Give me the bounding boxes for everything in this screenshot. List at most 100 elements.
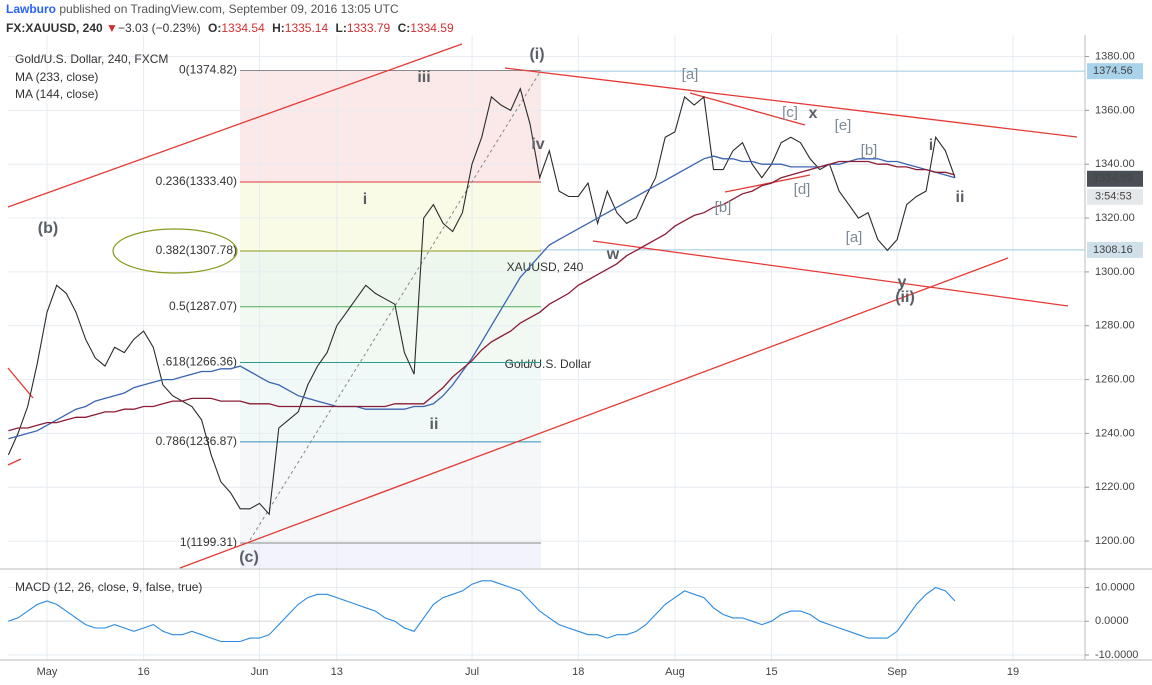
price-label: 1308.16 bbox=[1093, 244, 1133, 256]
y-tick-label: 1200.00 bbox=[1095, 535, 1135, 547]
series-line bbox=[8, 160, 956, 432]
y-tick-label: -10.0000 bbox=[1095, 649, 1138, 661]
trend-line bbox=[7, 367, 34, 399]
fib-zone bbox=[240, 250, 541, 307]
fib-levels: 0(1374.82) 0.236(1333.40) 0.382(1307.78) 0.… bbox=[156, 63, 1085, 549]
wave-label: [e] bbox=[835, 117, 852, 134]
x-tick-label: 19 bbox=[1007, 666, 1019, 678]
fib-zone bbox=[240, 181, 541, 251]
wave-label: [b] bbox=[715, 199, 732, 216]
fib-label: 1(1199.31) bbox=[180, 535, 237, 549]
trend-line bbox=[7, 458, 22, 466]
price-label-box bbox=[1087, 241, 1143, 258]
y-tick-label: 1220.00 bbox=[1095, 481, 1135, 493]
fib-label: .618(1266.36) bbox=[162, 355, 237, 369]
wave-label: [c] bbox=[782, 104, 798, 121]
ohlc-label: C: bbox=[398, 21, 411, 35]
fib-baseline bbox=[249, 71, 541, 541]
y-tick-label: 1260.00 bbox=[1095, 373, 1135, 385]
watermark-text: Gold/U.S. Dollar bbox=[505, 357, 592, 371]
ohlc-value: 1335.14 bbox=[285, 21, 329, 35]
wave-label: [b] bbox=[861, 142, 878, 159]
price-label-box bbox=[1087, 170, 1143, 187]
ohlc-value: 1334.59 bbox=[410, 21, 454, 35]
fib-zone bbox=[240, 70, 541, 182]
watermark-text: XAUUSD, 240 bbox=[507, 260, 584, 274]
wave-label: iii bbox=[417, 69, 430, 86]
wave-label: (ii) bbox=[895, 289, 915, 306]
wave-label: [d] bbox=[794, 181, 811, 198]
x-tick-label: 13 bbox=[331, 666, 343, 678]
chart-title: Gold/U.S. Dollar, 240, FXCM bbox=[15, 52, 168, 66]
axes: May 16 Jun 13 Jul 18 Aug 15 Sep 19 1200.00 1220.00 1… bbox=[37, 50, 1143, 678]
x-tick-label: Jun bbox=[251, 666, 269, 678]
price-label: 1374.56 bbox=[1093, 65, 1133, 77]
symbol: FX:XAUUSD, 240 bbox=[6, 21, 103, 35]
wave-label: iv bbox=[531, 136, 544, 153]
symbol-line: FX:XAUUSD, 240 ▼−3.03 (−0.23%) O:1334.54… bbox=[6, 21, 454, 35]
grid bbox=[8, 35, 1085, 660]
y-tick-label: 1340.00 bbox=[1095, 158, 1135, 170]
annotations: (i)iiiiviii(b)(c)wxy(ii)[a][c][e][b][d][… bbox=[38, 46, 965, 566]
fib-zones bbox=[240, 70, 541, 568]
fib-label: 0.5(1287.07) bbox=[169, 299, 237, 313]
x-tick-label: Aug bbox=[665, 666, 685, 678]
x-tick-label: Jul bbox=[465, 666, 479, 678]
highlight-ellipse bbox=[112, 228, 238, 274]
ohlc-value: 1333.79 bbox=[347, 21, 391, 35]
y-tick-label: 1240.00 bbox=[1095, 427, 1135, 439]
wave-label: [a] bbox=[682, 66, 699, 83]
fib-label: 0.786(1236.87) bbox=[156, 434, 237, 448]
x-tick-label: May bbox=[37, 666, 58, 678]
x-tick-label: 15 bbox=[765, 666, 777, 678]
macd-title: MACD (12, 26, close, 9, false, true) bbox=[15, 580, 202, 594]
plot bbox=[7, 87, 1085, 643]
byline: Lawburo published on TradingView.com, Se… bbox=[6, 2, 399, 16]
price-label: 1334.59 bbox=[1093, 173, 1133, 185]
publish-info: published on TradingView.com, September … bbox=[59, 2, 399, 16]
series-line bbox=[7, 87, 956, 516]
y-tick-label: 1380.00 bbox=[1095, 50, 1135, 62]
wave-label: y bbox=[898, 274, 907, 291]
ohlc-label: L: bbox=[336, 21, 347, 35]
wave-label: (i) bbox=[529, 46, 544, 63]
ohlc-label: H: bbox=[272, 21, 285, 35]
support-line bbox=[592, 240, 1069, 307]
y-tick-label: 1320.00 bbox=[1095, 212, 1135, 224]
legend-entry: MA (144, close) bbox=[15, 87, 98, 101]
direction: ▼ bbox=[106, 21, 118, 35]
wave-label: x bbox=[809, 105, 818, 122]
channel-line bbox=[179, 257, 1009, 569]
fib-zone bbox=[240, 441, 541, 543]
x-tick-label: Sep bbox=[887, 666, 907, 678]
wave-label: i bbox=[363, 191, 367, 208]
ohlc-label: O: bbox=[208, 21, 221, 35]
fib-zone bbox=[240, 306, 541, 363]
fib-label: 0.382(1307.78) bbox=[156, 243, 237, 257]
ohlc-value: 1334.54 bbox=[221, 21, 265, 35]
trend-lines bbox=[7, 43, 1078, 569]
fib-label: 0(1374.82) bbox=[179, 63, 237, 77]
countdown: 3:54:53 bbox=[1095, 191, 1132, 203]
y-tick-label: 10.0000 bbox=[1095, 581, 1135, 593]
fib-zone bbox=[240, 362, 541, 442]
channel-line bbox=[7, 43, 463, 208]
y-tick-label: 1280.00 bbox=[1095, 320, 1135, 332]
wave-label: (b) bbox=[38, 220, 58, 237]
series-line bbox=[8, 580, 956, 643]
trend-line bbox=[689, 92, 806, 126]
fib-label: 0.236(1333.40) bbox=[156, 174, 237, 188]
wave-label: [a] bbox=[846, 229, 863, 246]
change: −3.03 (−0.23%) bbox=[118, 21, 201, 35]
x-tick-label: 16 bbox=[137, 666, 149, 678]
wave-label: ii bbox=[430, 416, 439, 433]
y-tick-label: 0.0000 bbox=[1095, 615, 1129, 627]
x-tick-label: 18 bbox=[572, 666, 584, 678]
wave-label: ii bbox=[956, 189, 965, 206]
countdown-box bbox=[1087, 188, 1143, 205]
legend-entry: MA (233, close) bbox=[15, 70, 98, 84]
author[interactable]: Lawburo bbox=[6, 2, 56, 16]
y-tick-label: 1360.00 bbox=[1095, 104, 1135, 116]
